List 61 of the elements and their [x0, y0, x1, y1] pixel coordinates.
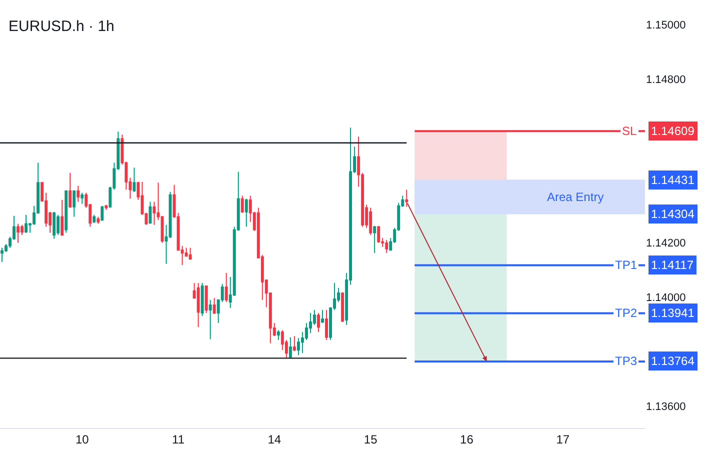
x-tick-label: 10 [75, 432, 90, 446]
candlestick [76, 185, 80, 202]
text: 1.14609 [651, 124, 695, 138]
candlestick [188, 247, 192, 260]
candlestick [276, 330, 280, 340]
candlestick [325, 309, 328, 340]
candlestick [385, 239, 388, 254]
text: 1.14431 [651, 173, 695, 187]
ref-line-label: TP1 [615, 258, 638, 272]
candlestick [60, 199, 64, 236]
candlestick [16, 223, 20, 244]
candlestick [56, 214, 60, 236]
candlestick [204, 285, 208, 314]
candlestick [80, 192, 84, 204]
y-tick-label: 1.14800 [646, 74, 686, 86]
candlestick [369, 207, 372, 236]
candlestick [373, 225, 376, 254]
text: EURUSD.h · 1h [8, 18, 114, 36]
x-tick-label: 17 [556, 432, 570, 446]
candlestick [104, 204, 108, 210]
candlestick [100, 205, 104, 222]
candlestick [72, 190, 76, 218]
candlestick [377, 225, 380, 244]
candlestick [321, 309, 324, 324]
candlestick [64, 190, 68, 234]
candlestick [240, 195, 244, 214]
ref-line-label: SL [622, 124, 638, 138]
candlestick [212, 297, 216, 315]
candlestick [208, 299, 212, 340]
text: 1.14304 [651, 207, 695, 221]
text: 1.13941 [651, 306, 695, 320]
band-label: Area Entry [547, 190, 604, 204]
x-tick-label: 11 [172, 432, 185, 446]
candlestick [405, 189, 408, 208]
ref-line-label: TP3 [615, 354, 638, 368]
y-tick-label: 1.13600 [646, 401, 686, 414]
x-tick-label: 14 [268, 432, 282, 446]
candlestick [200, 282, 204, 316]
y-tick-label: 1.14000 [646, 292, 686, 304]
ref-line-label: TP2 [615, 306, 638, 320]
candlestick [341, 292, 344, 322]
candlestick [317, 312, 320, 333]
candlestick [68, 172, 72, 208]
x-tick-label: 16 [460, 432, 474, 446]
candlestick [0, 247, 4, 262]
candlestick [196, 282, 200, 328]
y-tick-label: 1.15000 [646, 19, 686, 32]
candlestick [92, 214, 96, 224]
x-tick-label: 15 [364, 432, 378, 446]
candlestick [96, 216, 100, 224]
text: 1.14117 [651, 258, 694, 272]
y-tick-label: 1.14200 [646, 237, 686, 250]
candlestick [292, 336, 296, 352]
candlestick [244, 198, 248, 228]
candlestick [52, 211, 56, 240]
candlestick [24, 214, 28, 234]
candlestick [224, 272, 228, 303]
candlestick [132, 167, 136, 192]
text: 1.13764 [651, 354, 695, 368]
candlestick [148, 201, 152, 224]
candlestick [288, 336, 292, 359]
